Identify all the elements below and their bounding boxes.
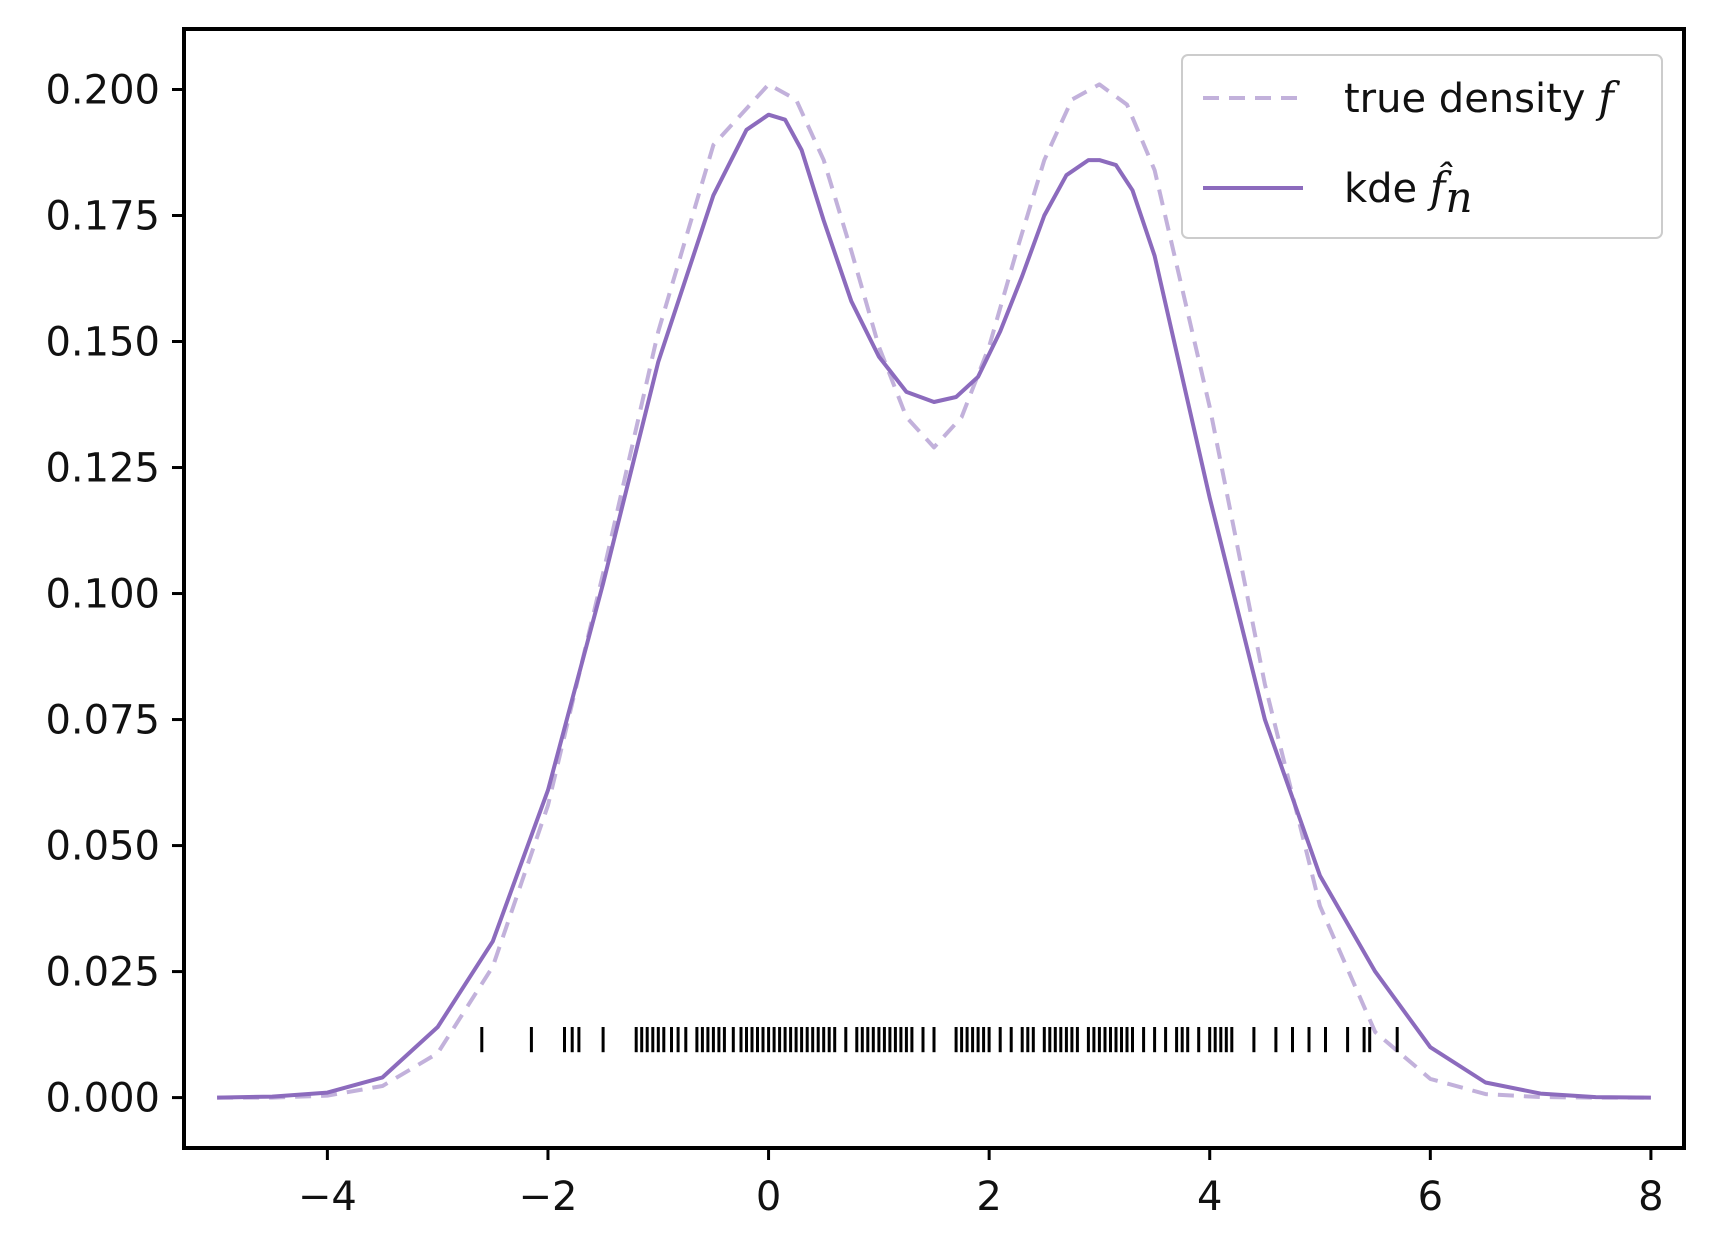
series-layer bbox=[217, 82, 1651, 1100]
y-tick-label: 0.150 bbox=[45, 320, 160, 366]
x-tick-label: 0 bbox=[756, 1174, 781, 1220]
x-tick-label: 8 bbox=[1638, 1174, 1663, 1220]
legend-label-kde-text: kde bbox=[1344, 166, 1430, 212]
y-tick-label: 0.050 bbox=[45, 824, 160, 870]
y-tick-label: 0.025 bbox=[45, 950, 160, 996]
y-tick-label: 0.075 bbox=[45, 698, 160, 744]
y-tick-label: 0.000 bbox=[45, 1076, 160, 1122]
x-axis-ticks: −4 −2 0 2 4 6 8 bbox=[298, 1148, 1664, 1220]
legend-box bbox=[1181, 54, 1663, 239]
rug-plot bbox=[480, 1027, 1399, 1053]
x-tick-label: 2 bbox=[976, 1174, 1001, 1220]
y-axis-ticks: 0.000 0.025 0.050 0.075 0.100 0.125 0.150 0.175… bbox=[45, 67, 184, 1122]
axes-frame bbox=[182, 27, 1686, 1150]
legend: true density f kde f̂n bbox=[1181, 54, 1663, 239]
x-tick-label: −4 bbox=[298, 1174, 357, 1220]
legend-label-kde-subscript: n bbox=[1445, 173, 1472, 222]
x-tick-label: 4 bbox=[1197, 1174, 1222, 1220]
legend-label-kde: kde f̂n bbox=[1344, 160, 1473, 222]
y-tick-label: 0.200 bbox=[45, 67, 160, 113]
legend-label-true-density: true density f bbox=[1344, 73, 1620, 122]
series-line-true-density bbox=[217, 82, 1651, 1100]
y-tick-label: 0.100 bbox=[45, 572, 160, 618]
y-tick-label: 0.175 bbox=[45, 194, 160, 240]
x-tick-label: 6 bbox=[1418, 1174, 1443, 1220]
series-line-kde bbox=[217, 112, 1651, 1100]
legend-label-true-density-text: true density bbox=[1344, 76, 1598, 122]
y-tick-label: 0.125 bbox=[45, 446, 160, 492]
x-tick-label: −2 bbox=[518, 1174, 577, 1220]
